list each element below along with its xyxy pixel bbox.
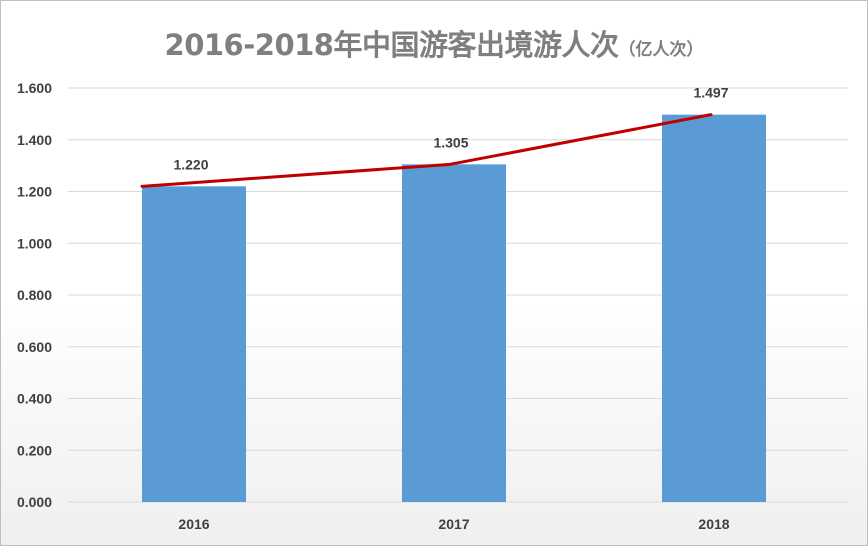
y-tick-label: 0.000 [17, 494, 52, 510]
y-tick-label: 1.000 [17, 235, 52, 251]
bar [662, 114, 766, 503]
x-axis-ticks: 2016 2017 2018 [178, 516, 729, 532]
data-label: 1.305 [433, 134, 468, 150]
y-tick-label: 0.600 [17, 339, 52, 355]
chart-subtitle: （亿人次） [618, 40, 704, 60]
data-labels: 1.220 1.305 1.497 [173, 85, 728, 173]
x-tick-label: 2017 [438, 516, 469, 532]
y-tick-label: 1.200 [17, 184, 52, 200]
y-tick-label: 1.400 [17, 132, 52, 148]
trend-line-layer [140, 113, 713, 188]
y-tick-label: 1.600 [17, 80, 52, 96]
bars [142, 114, 766, 503]
data-label: 1.220 [173, 156, 208, 172]
trend-line [140, 113, 713, 188]
chart-title: 2016-2018年中国游客出境游人次 [164, 28, 619, 62]
chart-title-row: 2016-2018年中国游客出境游人次（亿人次） [0, 22, 868, 64]
x-tick-label: 2018 [698, 516, 729, 532]
y-axis-ticks: 0.000 0.200 0.400 0.600 0.800 1.000 1.200 1.400… [17, 80, 52, 510]
x-tick-label: 2016 [178, 516, 209, 532]
y-tick-label: 0.200 [17, 442, 52, 458]
bar [142, 186, 246, 502]
y-tick-label: 0.400 [17, 391, 52, 407]
data-label: 1.497 [693, 85, 728, 101]
y-tick-label: 0.800 [17, 287, 52, 303]
bar [402, 164, 506, 503]
